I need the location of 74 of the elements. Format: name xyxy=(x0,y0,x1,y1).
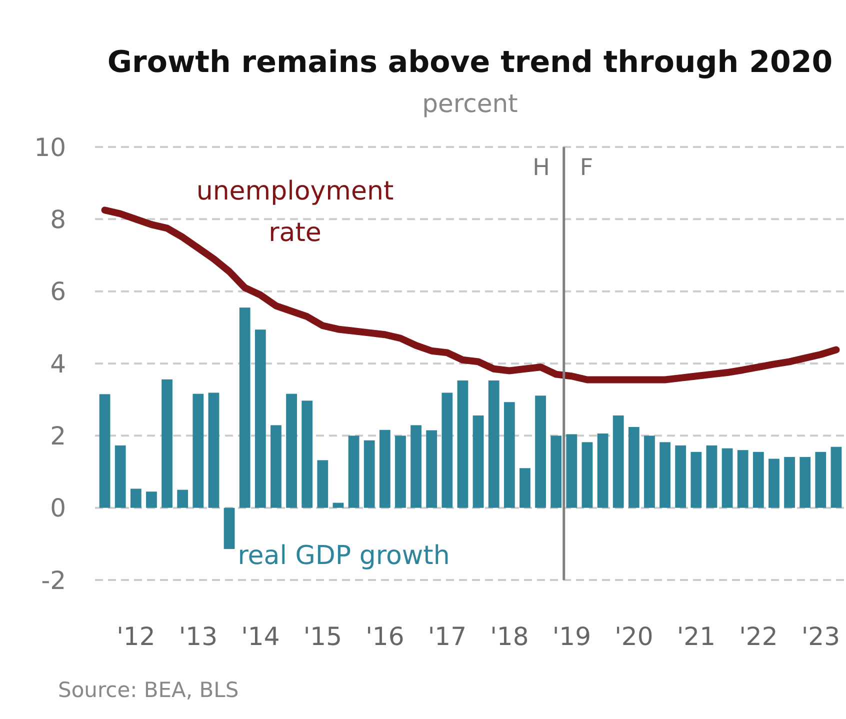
bar xyxy=(830,446,842,508)
bar xyxy=(395,436,406,508)
series-label: real GDP growth xyxy=(238,540,450,571)
bar xyxy=(348,436,360,508)
bar xyxy=(520,468,530,508)
bar xyxy=(737,450,748,508)
bar xyxy=(566,434,578,508)
bar xyxy=(254,330,266,508)
annotation: H xyxy=(532,155,550,181)
bar xyxy=(302,400,313,508)
x-tick-label: '13 xyxy=(178,622,218,651)
bar xyxy=(628,427,640,508)
x-tick-label: '17 xyxy=(428,622,466,651)
bar xyxy=(364,440,375,508)
bar xyxy=(208,392,220,508)
bar xyxy=(442,392,453,508)
bar xyxy=(582,442,593,508)
bar xyxy=(224,508,235,549)
bar xyxy=(800,456,811,508)
bar xyxy=(317,460,328,508)
bar xyxy=(675,445,686,508)
bar xyxy=(535,396,546,508)
x-tick-label: '19 xyxy=(552,622,591,651)
y-axis-title: percent xyxy=(422,89,518,118)
bar xyxy=(660,442,670,508)
bar xyxy=(177,490,188,508)
x-tick-label: '16 xyxy=(366,622,404,651)
x-tick-label: '23 xyxy=(801,622,840,651)
x-tick-label: '12 xyxy=(116,622,156,651)
bar xyxy=(550,436,562,508)
x-tick-label: '21 xyxy=(676,622,716,651)
bar xyxy=(612,415,624,508)
bar xyxy=(706,445,718,508)
bar xyxy=(722,448,733,508)
y-tick-label: 4 xyxy=(50,349,66,378)
x-tick-label: '14 xyxy=(241,622,280,651)
bar xyxy=(270,425,282,508)
y-tick-label: 0 xyxy=(50,494,66,523)
y-tick-label: 2 xyxy=(50,421,66,450)
bar xyxy=(504,402,515,508)
bar xyxy=(146,492,157,508)
x-tick-label: '22 xyxy=(739,622,778,651)
bar xyxy=(114,445,126,508)
bar xyxy=(768,458,780,508)
y-tick-label: 6 xyxy=(50,277,66,306)
bar xyxy=(784,456,795,508)
bar xyxy=(597,434,608,508)
x-tick-label: '15 xyxy=(303,622,342,651)
bar xyxy=(99,394,110,508)
bar xyxy=(426,430,438,508)
bar xyxy=(644,436,655,508)
bar xyxy=(410,425,422,508)
bar xyxy=(457,380,468,508)
bar xyxy=(286,394,297,508)
bar xyxy=(379,430,390,508)
source-note: Source: BEA, BLS xyxy=(58,678,239,702)
bar xyxy=(752,452,764,508)
bar xyxy=(472,415,484,508)
bar xyxy=(488,380,500,508)
bar xyxy=(815,452,826,508)
bar xyxy=(130,488,142,508)
bar xyxy=(332,502,344,508)
y-tick-label: 8 xyxy=(50,204,66,234)
bar xyxy=(690,452,702,508)
y-tick-label: -2 xyxy=(41,566,66,595)
y-tick-label: 10 xyxy=(34,132,66,162)
bar xyxy=(192,394,204,508)
x-tick-label: '20 xyxy=(614,622,654,651)
bar xyxy=(239,308,250,508)
series-label: unemployment rate xyxy=(196,176,394,248)
bar xyxy=(162,379,172,508)
annotation: F xyxy=(580,155,594,181)
x-tick-label: '18 xyxy=(490,622,529,651)
chart-title: Growth remains above trend through 2020 xyxy=(107,45,833,80)
